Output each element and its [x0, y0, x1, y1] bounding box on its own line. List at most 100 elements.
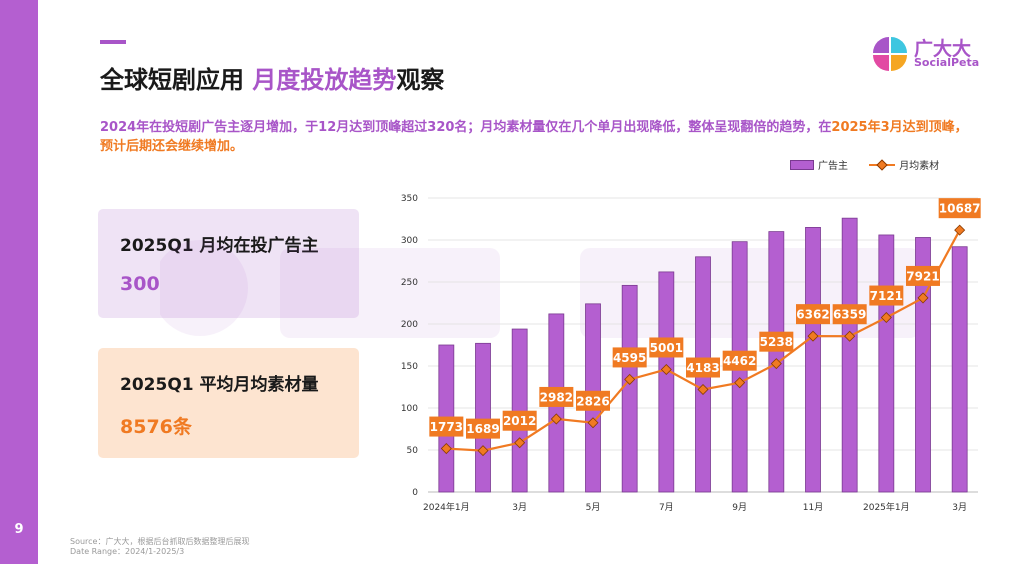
data-label-box: [759, 331, 794, 352]
data-label: 1689: [466, 422, 499, 436]
y-tick-label: 50: [407, 446, 419, 456]
kpi-label: 2025Q1 平均月均素材量: [120, 375, 319, 395]
data-label-box: [869, 285, 904, 306]
combo-chart: 0 50 100 150 200 250 300 350 2024年1月 3月 5月 7月 9月 11月 2…: [401, 194, 981, 513]
summary-purple: 2024年在投短剧广告主逐月增加，于12月达到顶峰超过320名；月均素材量仅在几…: [100, 120, 832, 135]
bar: [878, 234, 895, 493]
source-line: Source：广大大，根据后台抓取后数据整理后展现: [70, 537, 250, 546]
page-number: 9: [14, 522, 24, 537]
data-label: 6359: [833, 308, 866, 322]
data-label-box: [906, 265, 940, 286]
data-label: 5001: [650, 341, 683, 355]
data-label: 7121: [870, 289, 903, 303]
title-accent-bar: [100, 40, 126, 44]
x-tick-label: 11月: [803, 502, 823, 513]
x-tick-label: 7月: [659, 502, 674, 513]
line-point: [954, 224, 966, 236]
bar: [841, 217, 858, 493]
y-tick-label: 350: [401, 194, 418, 204]
line-point: [917, 292, 929, 304]
x-tick-label: 9月: [732, 502, 747, 513]
legend-bar-swatch: [790, 159, 814, 170]
data-label: 2012: [503, 414, 536, 428]
data-label-box: [832, 304, 867, 325]
legend-line-swatch: [869, 160, 896, 170]
date-range-line: Date Range：2024/1-2025/3: [70, 547, 185, 556]
y-tick-label: 200: [401, 320, 418, 330]
kpi-label: 2025Q1 月均在投广告主: [120, 236, 319, 256]
data-label: 7921: [906, 269, 939, 283]
x-tick-label: 3月: [952, 502, 967, 513]
y-tick-label: 150: [401, 362, 418, 372]
bar: [475, 342, 491, 493]
y-tick-label: 300: [401, 236, 418, 246]
legend-label: 广告主: [818, 161, 848, 172]
x-tick-label: 2024年1月: [423, 501, 470, 513]
data-label-box: [649, 337, 684, 358]
kpi-card-advertisers: 2025Q1 月均在投广告主 300: [98, 209, 359, 318]
data-label: 4595: [613, 351, 646, 365]
legend-label: 月均素材: [899, 161, 940, 172]
legend-item-creatives: 月均素材: [869, 157, 939, 172]
data-label: 10687: [939, 202, 981, 216]
data-label-box: [686, 357, 720, 378]
data-label: 5238: [760, 335, 793, 349]
logo-text-cn: 广大大: [914, 38, 972, 60]
chart-legend: 广告主 月均素材: [790, 157, 957, 173]
line-point: [660, 363, 672, 375]
line-point: [550, 413, 562, 425]
data-label: 4183: [686, 361, 719, 375]
data-label-box: [612, 347, 647, 368]
line-point: [770, 358, 782, 370]
summary-orange: 2025年3月达到顶峰，预计后期还会继续增加。: [100, 120, 968, 154]
line-point: [807, 330, 819, 342]
kpi-card-creatives: 2025Q1 平均月均素材量 8576条: [98, 348, 359, 458]
x-tick-label: 2025年1月: [863, 501, 910, 513]
bar: [658, 271, 675, 493]
data-label-box: [576, 390, 610, 411]
title-highlight: 月度投放趋势: [252, 66, 397, 94]
data-label-box: [502, 410, 537, 431]
x-tick-label: 5月: [586, 502, 601, 513]
legend-item-advertisers: 广告主: [790, 157, 848, 172]
socialpeta-logo-icon: [873, 37, 907, 71]
title-part-2: 观察: [396, 66, 445, 94]
bar: [951, 246, 968, 493]
y-tick-label: 250: [401, 278, 418, 288]
bar: [511, 328, 528, 493]
kpi-value: 8576条: [120, 416, 192, 438]
line-point: [440, 443, 452, 455]
line-point: [697, 384, 709, 396]
line-point: [844, 330, 856, 342]
page-title: 全球短剧应用 月度投放趋势观察: [100, 60, 444, 95]
line-point: [514, 437, 526, 449]
y-tick-label: 100: [401, 404, 418, 414]
data-label: 6362: [796, 308, 829, 322]
line-point: [587, 417, 599, 429]
line-point: [734, 377, 746, 389]
data-label: 2982: [540, 390, 573, 404]
logo-text-en: SocialPeta: [914, 56, 980, 69]
data-label-box: [466, 418, 500, 439]
line-point: [477, 445, 489, 457]
source-note: Source：广大大，根据后台抓取后数据整理后展现 Date Range：202…: [70, 537, 249, 557]
data-label-box: [429, 416, 464, 437]
summary-text: 2024年在投短剧广告主逐月增加，于12月达到顶峰超过320名；月均素材量仅在几…: [100, 118, 980, 156]
data-label-box: [938, 198, 981, 219]
data-label: 4462: [723, 354, 756, 368]
bar: [621, 284, 638, 493]
sidebar-strip: [0, 0, 38, 564]
data-label: 1773: [430, 420, 463, 434]
data-label-box: [796, 304, 830, 325]
kpi-value: 300: [120, 273, 160, 295]
data-label-box: [539, 386, 574, 407]
line-point: [880, 312, 892, 324]
y-tick-label: 0: [412, 488, 418, 498]
x-tick-label: 3月: [512, 502, 527, 513]
bar: [805, 227, 821, 493]
data-label-box: [722, 350, 757, 371]
data-label: 2826: [576, 394, 609, 408]
brand-logo: 广大大 SocialPeta: [872, 34, 1002, 74]
line-point: [624, 373, 636, 385]
title-part-1: 全球短剧应用: [100, 66, 244, 94]
